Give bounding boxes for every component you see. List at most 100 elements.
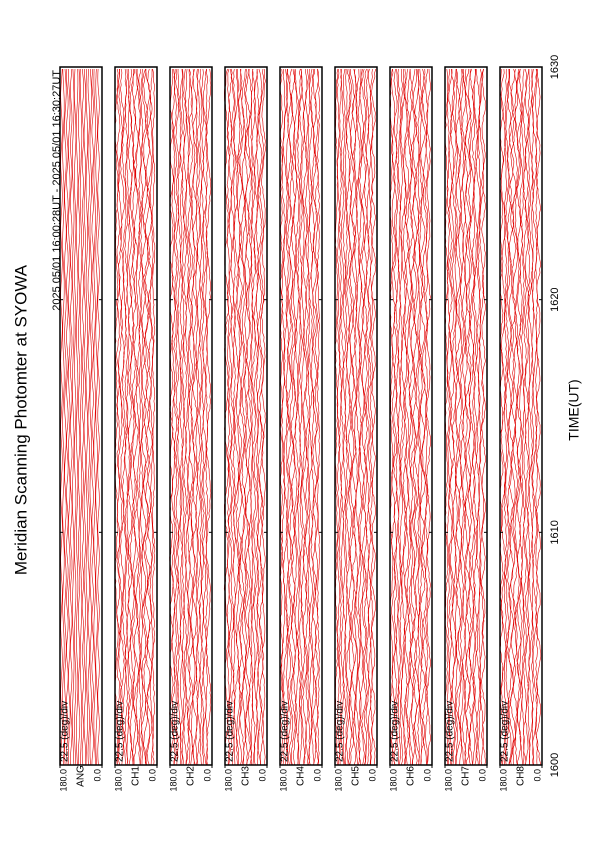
trace [95, 68, 98, 766]
trace [400, 68, 407, 766]
trace [351, 68, 357, 766]
trace [175, 68, 180, 766]
channel-label: CH7 [461, 766, 472, 786]
y-tick-label: 180.0 [333, 769, 343, 792]
trace [60, 68, 63, 766]
y-tick-label: 180.0 [223, 769, 233, 792]
scale-label: 22.5 (deg)/div [115, 701, 126, 762]
trace [304, 68, 309, 766]
trace [261, 68, 266, 766]
trace [179, 68, 184, 766]
trace [299, 68, 303, 766]
channel-label: CH5 [351, 766, 362, 786]
x-tick-label: 1600 [549, 753, 561, 777]
channel-label: ANG [76, 765, 87, 787]
trace [89, 68, 92, 766]
trace [521, 68, 525, 766]
panel-frame [114, 66, 158, 766]
trace [390, 68, 396, 766]
trace [344, 68, 348, 766]
trace [510, 68, 517, 766]
trace [522, 68, 528, 766]
trace [365, 68, 370, 766]
scale-label: 22.5 (deg)/div [225, 701, 236, 762]
trace [353, 68, 359, 766]
panel-frame [334, 66, 378, 766]
trace [355, 68, 361, 766]
trace [114, 68, 119, 766]
trace [399, 68, 404, 766]
scale-label: 22.5 (deg)/div [390, 701, 401, 762]
trace [117, 68, 124, 766]
trace [393, 68, 398, 766]
y-tick-label: 180.0 [168, 769, 178, 792]
panel-frame [444, 66, 488, 766]
trace [78, 68, 81, 766]
trace [424, 68, 429, 766]
y-tick-label: 0.0 [532, 769, 542, 782]
trace [93, 68, 96, 765]
trace [205, 68, 212, 766]
trace [477, 68, 482, 766]
panel-frame [59, 66, 103, 766]
trace [508, 68, 515, 766]
trace [81, 68, 85, 766]
trace [253, 68, 259, 766]
trace [74, 68, 77, 766]
trace [142, 68, 149, 766]
trace [91, 68, 94, 766]
trace [127, 68, 133, 766]
scale-label: 22.5 (deg)/div [280, 701, 291, 762]
channel-label: CH2 [186, 766, 197, 786]
trace [281, 68, 286, 766]
trace [395, 68, 400, 766]
trace [151, 68, 156, 766]
trace [140, 68, 144, 765]
trace [514, 68, 520, 766]
trace [369, 68, 374, 766]
trace [288, 68, 294, 766]
trace [308, 68, 314, 766]
trace [241, 68, 247, 766]
scale-label: 22.5 (deg)/div [60, 701, 71, 762]
trace [62, 68, 65, 766]
scale-label: 22.5 (deg)/div [335, 701, 346, 762]
trace [79, 68, 83, 766]
chart-title: Meridian Scanning Photomter at SYOWA [11, 264, 30, 575]
trace [245, 68, 251, 766]
trace [500, 68, 507, 766]
trace [282, 68, 289, 766]
trace [251, 68, 257, 766]
y-tick-label: 0.0 [422, 769, 432, 782]
trace [302, 68, 308, 766]
y-tick-label: 0.0 [257, 769, 267, 782]
trace [467, 68, 472, 766]
trace [188, 69, 194, 766]
trace [230, 68, 235, 766]
x-axis-label: TIME(UT) [566, 379, 582, 440]
trace [340, 68, 345, 766]
trace [64, 68, 67, 766]
trace [361, 68, 367, 766]
trace [336, 68, 341, 765]
trace [133, 68, 139, 765]
channel-label: CH3 [241, 766, 252, 786]
trace [314, 69, 319, 766]
trace [183, 68, 188, 766]
trace [349, 68, 355, 766]
trace [235, 68, 241, 766]
trace [474, 68, 481, 766]
trace [402, 69, 408, 766]
trace [478, 68, 485, 766]
trace [144, 68, 151, 766]
trace [471, 68, 476, 766]
trace [417, 68, 421, 766]
trace [516, 68, 522, 765]
channel-label: CH4 [296, 766, 307, 786]
trace [177, 68, 182, 766]
trace [455, 69, 462, 766]
scale-label: 22.5 (deg)/div [445, 701, 456, 762]
trace [171, 68, 176, 765]
trace [138, 68, 142, 766]
